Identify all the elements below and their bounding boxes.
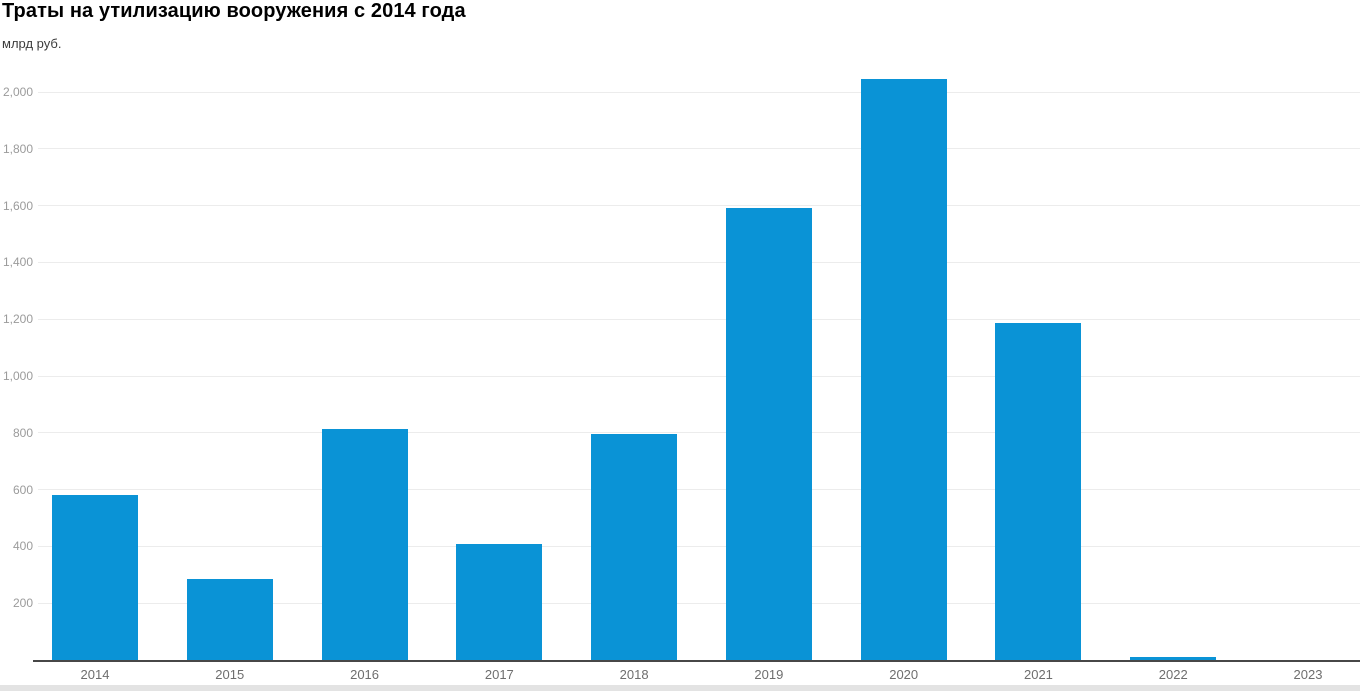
bar-2022 [1130,657,1216,660]
bar-2016 [322,429,408,660]
x-axis-tick-label: 2014 [80,667,110,682]
y-axis-tick-label: 800 [12,425,33,440]
y-axis-tick-label: 1,800 [2,141,33,156]
gridline [38,375,1360,377]
gridline [38,205,1360,207]
gridline [38,318,1360,320]
y-axis-tick-label: 400 [12,539,33,554]
x-axis-tick-label: 2021 [1023,667,1053,682]
y-axis-tick-label: 1,400 [2,255,33,270]
gridline [38,545,1360,547]
chart-unit-label: млрд руб. [2,36,62,51]
y-axis-tick-label: 1,600 [2,198,33,213]
bar-2019 [726,208,812,660]
y-axis-tick-label: 2,000 [2,85,33,99]
gridline [38,432,1360,434]
x-axis-tick-label: 2020 [889,667,919,682]
y-axis-tick-label: 600 [12,482,33,497]
bar-2015 [187,579,273,660]
x-axis-tick-label: 2015 [215,667,245,682]
bar-2017 [456,544,542,660]
gridline [38,261,1360,263]
x-axis-tick-label: 2018 [619,667,649,682]
bar-2020 [861,79,947,660]
y-axis-tick-label: 200 [12,596,33,611]
chart-title: Траты на утилизацию вооружения с 2014 го… [2,0,466,22]
x-axis-tick-label: 2022 [1158,667,1188,682]
gridline [38,91,1360,93]
bar-2018 [591,434,677,660]
y-axis-tick-label: 1,200 [2,312,33,327]
x-axis-tick-label: 2016 [350,667,380,682]
footer-strip [0,685,1360,691]
gridline [38,489,1360,491]
gridline [38,148,1360,150]
x-axis-tick-label: 2023 [1293,667,1323,682]
bar-2021 [995,323,1081,660]
x-axis-tick-label: 2019 [754,667,784,682]
x-axis-line [33,660,1360,662]
x-axis-tick-label: 2017 [484,667,514,682]
y-axis-tick-label: 1,000 [2,369,33,383]
gridline [38,602,1360,604]
bar-2014 [52,495,138,660]
